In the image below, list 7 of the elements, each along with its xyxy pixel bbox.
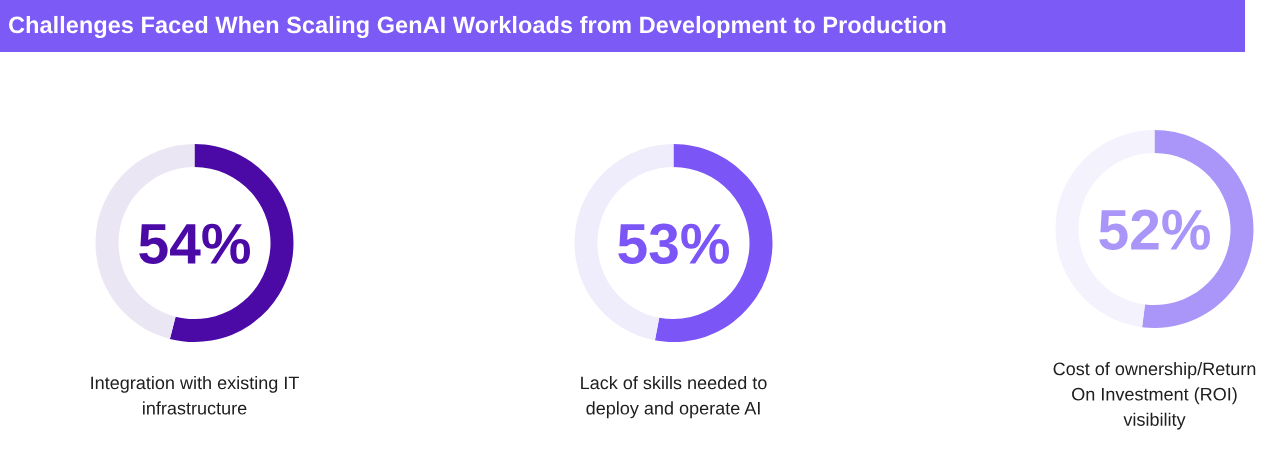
slice-label: Integration with existing IT infrastructure: [91, 376, 299, 415]
data-label: 52%: [1099, 209, 1210, 250]
slice-label: Lack of skills needed to deploy and operate AI: [581, 376, 767, 419]
slice-label: Cost of ownership/Return On Investment (ROI) visibility: [1053, 362, 1256, 430]
text: Challenges Faced When Scaling GenAI Workloads from Development to Production: [8, 15, 946, 39]
data-label: 54%: [139, 223, 250, 264]
data-label: 53%: [618, 223, 729, 265]
